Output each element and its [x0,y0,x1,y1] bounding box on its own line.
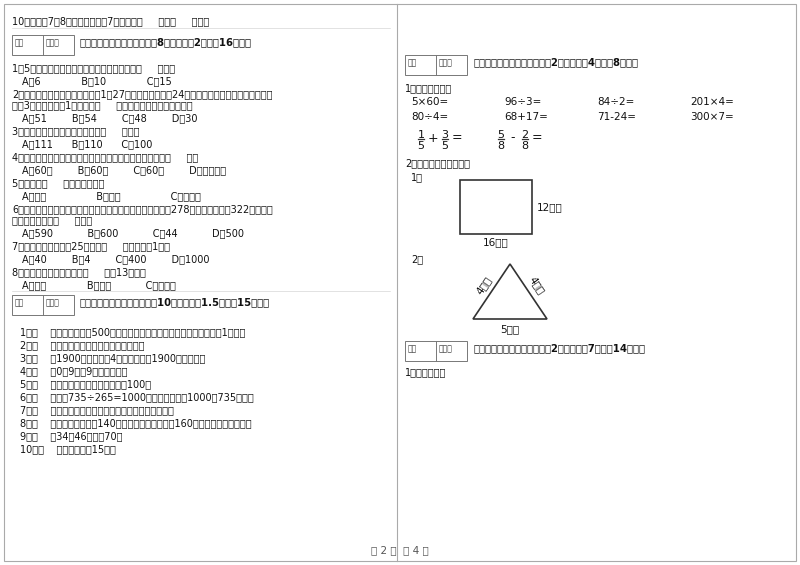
Text: A．60秒        B．60分        C．60时        D．无法确定: A．60秒 B．60分 C．60时 D．无法确定 [22,165,226,175]
Text: 12厘米: 12厘米 [537,202,562,212]
Text: 二、反复比较，慎重选择（共8小题，每题2分，共16分）。: 二、反复比较，慎重选择（共8小题，每题2分，共16分）。 [80,37,252,47]
Text: 7．平均每个同学体重25千克，（     ）名同学重1吨。: 7．平均每个同学体重25千克，（ ）名同学重1吨。 [12,241,170,251]
Text: 评卷人: 评卷人 [439,344,453,353]
Text: 1．5名同学打乒乓球，每两人打一场，共要打（     ）场。: 1．5名同学打乒乓球，每两人打一场，共要打（ ）场。 [12,63,175,73]
Text: 71-24=: 71-24= [597,112,636,122]
Text: 68+17=: 68+17= [504,112,548,122]
Text: 5分米: 5分米 [501,324,519,334]
Text: 评卷人: 评卷人 [46,38,60,47]
Text: 评卷人: 评卷人 [46,298,60,307]
Text: 8．按农历计算，有的年份（     ）有13个月。: 8．按农历计算，有的年份（ ）有13个月。 [12,267,146,277]
Text: 5．（    ）两个面积单位之间的进率是100。: 5．（ ）两个面积单位之间的进率是100。 [20,379,151,389]
Polygon shape [473,264,547,319]
Text: 5．四边形（     ）平行四边形。: 5．四边形（ ）平行四边形。 [12,178,104,188]
Text: 3．（    ）1900年的年份是4的倍数，所以1900年是闰年。: 3．（ ）1900年的年份是4的倍数，所以1900年是闰年。 [20,353,206,363]
Text: =: = [532,132,542,145]
Text: A．40        B．4        C．400        D．1000: A．40 B．4 C．400 D．1000 [22,254,210,264]
Text: 1．（    ）小明家离学校500米，他每天上学、回家，一个来回一共要走1千米。: 1．（ ）小明家离学校500米，他每天上学、回家，一个来回一共要走1千米。 [20,327,246,337]
Text: 2．（    ）小明面对着东方时，背对着西方。: 2．（ ）小明面对着东方时，背对着西方。 [20,340,145,350]
Text: A．一定             B．可能           C．不可能: A．一定 B．可能 C．不可能 [22,280,176,290]
Text: 1．: 1． [411,172,423,182]
Text: A．一定                B．可能                C．不可能: A．一定 B．可能 C．不可能 [22,191,201,201]
Text: 10．时针在7和8之间，分针指向7，这时是（     ）时（     ）分。: 10．时针在7和8之间，分针指向7，这时是（ ）时（ ）分。 [12,16,210,26]
Text: =: = [452,132,462,145]
Text: 84÷2=: 84÷2= [597,97,634,107]
Text: 广州新电视塔高（     ）米。: 广州新电视塔高（ ）米。 [12,215,92,225]
Text: 2．: 2． [411,254,423,264]
Text: 9．（    ）34与46的和是70。: 9．（ ）34与46的和是70。 [20,431,122,441]
Text: 3．最大的三位数是最大一位数的（     ）倍。: 3．最大的三位数是最大一位数的（ ）倍。 [12,126,139,136]
Text: 2．求下面图形的周长。: 2．求下面图形的周长。 [405,158,470,168]
Text: 8: 8 [498,141,505,151]
Text: 的有3人，那么三（1）一共有（     ）人参加了书画和棋艺小组。: 的有3人，那么三（1）一共有（ ）人参加了书画和棋艺小组。 [12,100,193,110]
Bar [460,180,532,234]
Text: 四、看清题目，细心计算（共2小题，每题4分，共8分）。: 四、看清题目，细心计算（共2小题，每题4分，共8分）。 [473,57,638,67]
Text: 3: 3 [442,130,449,140]
Text: 第 2 页  共 4 页: 第 2 页 共 4 页 [371,545,429,555]
Text: -: - [510,132,515,145]
Text: 得分: 得分 [408,58,418,67]
Bar [12,295,74,315]
Text: A．51        B．54        C．48        D．30: A．51 B．54 C．48 D．30 [22,113,198,123]
Text: 6．（    ）根据735÷265=1000，可以直接写出1000－735的差。: 6．（ ）根据735÷265=1000，可以直接写出1000－735的差。 [20,392,254,402]
Text: 5: 5 [498,130,505,140]
Text: 1: 1 [418,130,425,140]
Text: 5×60=: 5×60= [411,97,448,107]
Text: 201×4=: 201×4= [690,97,734,107]
Text: 4分米: 4分米 [527,275,546,296]
Text: A．111      B．110      C．100: A．111 B．110 C．100 [22,139,152,149]
Text: 4．时针从上一个数字到相邻的下一个数字，经过的时间是（     ）。: 4．时针从上一个数字到相邻的下一个数字，经过的时间是（ ）。 [12,152,198,162]
Bar [12,35,74,55]
Text: 300×7=: 300×7= [690,112,734,122]
Text: +: + [428,132,438,145]
Text: 得分: 得分 [15,298,24,307]
Text: 2．学校开设两个兴趣小组，三（1）27人参加书画小组，24人参加棋艺小组，两个小组都参加: 2．学校开设两个兴趣小组，三（1）27人参加书画小组，24人参加棋艺小组，两个小… [12,89,273,99]
Text: 7．（    ）所有的大月都是单月，所有的小月都是双月。: 7．（ ）所有的大月都是单月，所有的小月都是双月。 [20,405,174,415]
Text: 96÷3=: 96÷3= [504,97,542,107]
Text: 5: 5 [418,141,425,151]
Text: 1．直接写得数。: 1．直接写得数。 [405,83,452,93]
Text: A．590           B．600           C．44           D．500: A．590 B．600 C．44 D．500 [22,228,244,238]
Text: 得分: 得分 [408,344,418,353]
Text: 三、仔细推敲，正确判断（共10小题，每题1.5分，共15分）。: 三、仔细推敲，正确判断（共10小题，每题1.5分，共15分）。 [80,297,270,307]
Text: 4．（    ）0．9里有9个十分之一。: 4．（ ）0．9里有9个十分之一。 [20,366,127,376]
Text: 5: 5 [442,141,449,151]
Text: A．6             B．10             C．15: A．6 B．10 C．15 [22,76,172,86]
Text: 80÷4=: 80÷4= [411,112,448,122]
Text: 4分米: 4分米 [474,275,493,296]
Text: 10．（    ）李老师身高15米。: 10．（ ）李老师身高15米。 [20,444,116,454]
Bar [405,341,467,361]
Text: 8．（    ）一条河平均水深140厘米，一匹小马身高是160厘米，它肯定能通过。: 8．（ ）一条河平均水深140厘米，一匹小马身高是160厘米，它肯定能通过。 [20,418,252,428]
Text: 得分: 得分 [15,38,24,47]
Text: 6．广州新电视塔是广州市目前最高的建筑，它比中信大厦高278米，中信大厦高322米，那么: 6．广州新电视塔是广州市目前最高的建筑，它比中信大厦高278米，中信大厦高322… [12,204,273,214]
Text: 16厘米: 16厘米 [483,237,509,247]
Text: 8: 8 [522,141,529,151]
Text: 五、认真思考，综合能力（共2小题，每题7分，共14分）。: 五、认真思考，综合能力（共2小题，每题7分，共14分）。 [473,343,645,353]
Text: 评卷人: 评卷人 [439,58,453,67]
Text: 2: 2 [522,130,529,140]
Bar [405,55,467,75]
Text: 1．看图填空：: 1．看图填空： [405,367,446,377]
